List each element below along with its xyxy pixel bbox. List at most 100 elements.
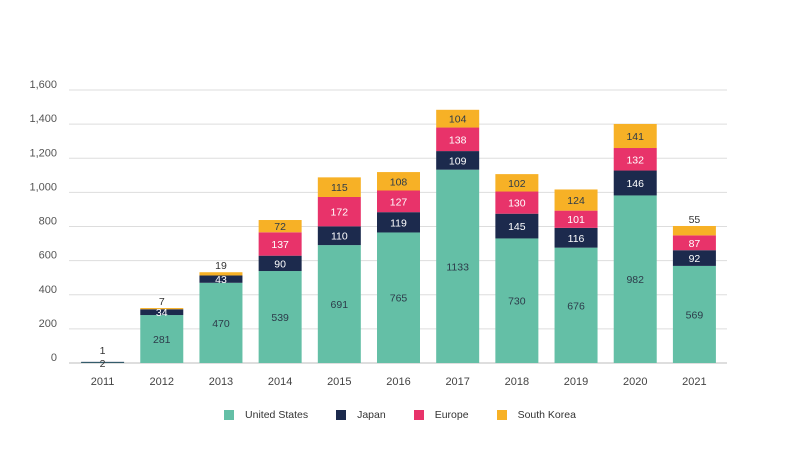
data-label: 281 [153,334,171,346]
bar-segment-south-korea [377,172,420,191]
data-label: 55 [689,214,701,226]
y-tick-label: 0 [51,352,57,364]
bar-segment-united-states [377,232,420,363]
data-label: 676 [567,300,585,312]
bar-segment-united-states [495,238,539,363]
bar-segment-europe [317,196,361,227]
data-label: 72 [274,221,286,233]
data-label: 19 [215,260,227,272]
data-label: 104 [449,114,467,126]
bar-segment-united-states [317,245,361,363]
bar-segment-japan [613,170,657,196]
x-tick-label: 2015 [327,376,351,388]
legend-item-europe: Europe [413,409,469,421]
y-tick-label: 400 [39,284,57,296]
data-label: 141 [626,131,644,143]
x-tick-label: 2021 [682,376,706,388]
bar-segment-united-states [258,271,302,363]
legend-swatch [413,410,424,420]
legend-label: United States [245,409,309,421]
data-label: 470 [212,318,230,330]
bar-segment-europe [436,127,480,152]
bar-segment-japan [436,151,480,170]
data-label: 982 [626,274,644,286]
bar-segment-south-korea [554,189,598,211]
y-tick-label: 1,200 [29,147,57,159]
data-label: 101 [567,214,585,226]
y-tick-label: 800 [39,216,57,228]
bar-segment-south-korea [317,177,361,197]
legend-label: Japan [357,409,386,421]
data-label: 108 [390,176,408,188]
data-label: 146 [626,178,644,190]
y-tick-label: 200 [39,318,57,330]
bar-segment-japan [199,275,243,283]
bar-segment-south-korea [613,123,657,149]
x-tick-label: 2016 [386,376,410,388]
data-label: 569 [686,309,704,321]
data-label: 1133 [446,261,469,273]
bar-segment-europe [554,210,598,228]
legend-label: Europe [434,409,469,421]
data-label: 90 [274,258,286,270]
bar-segment-japan [672,250,716,266]
bar-segment-japan [554,227,598,248]
bar-segment-south-korea [140,308,184,310]
data-label: 43 [215,274,227,286]
bar-segment-japan [140,309,184,316]
bar-segment-south-korea [199,272,243,276]
x-tick-label: 2012 [150,376,174,388]
legend-item-japan: Japan [336,409,386,421]
x-tick-label: 2011 [91,376,115,388]
bar-group-2016: 765 119 127 108 [377,172,420,363]
data-label: 765 [390,293,408,305]
bar-segment-south-korea [436,109,480,128]
bar-segment-south-korea [258,220,302,233]
data-label: 124 [567,195,585,207]
data-label: 92 [689,253,701,265]
bar-segment-united-states [554,247,598,363]
bar-group-2017: 1133 109 138 104 [436,109,480,363]
x-tick-label: 2017 [445,376,469,388]
bar-segment-europe [672,235,716,251]
data-label: 730 [508,296,526,308]
legend-item-south-korea: South Korea [496,409,576,421]
bar-segment-japan [377,212,420,233]
data-label: 119 [390,217,407,229]
x-tick-label: 2013 [209,376,233,388]
bar-segment-united-states [199,282,243,363]
data-label: 172 [331,207,349,219]
stacked-bar-chart: 0 200 400 600 800 1,000 1,200 1,400 1,600 21 281 3… [29,79,727,388]
legend-label: South Korea [517,409,576,421]
data-label: 130 [508,198,526,210]
bar-segment-united-states [613,195,657,363]
bar-segment-europe [258,232,302,256]
x-tick-label: 2018 [505,376,529,388]
x-axis: 2011 2012 2013 2014 2015 2016 2017 2018 2019 2020… [91,376,707,388]
data-label: 691 [331,299,349,311]
bar-segment-europe [495,191,539,214]
data-label: 137 [271,239,289,251]
bar-segment-japan [317,226,361,246]
data-label: 138 [449,134,467,146]
legend-swatch [496,410,507,420]
bar-segment-united-states [140,315,184,363]
bar-segment-united-states [672,265,716,363]
legend-swatch [336,410,347,420]
bar-group-2014: 539 90 137 72 [258,220,302,363]
data-label: 109 [449,155,467,167]
bar-group-2013: 470 43 19 [199,260,243,363]
data-label: 1 [100,345,106,357]
bar-group-2018: 730 145 130 102 [495,174,539,363]
legend-item-united-states: United States [224,409,308,421]
data-label: 127 [390,196,408,208]
y-tick-label: 1,000 [29,181,57,193]
data-label: 34 [156,307,168,319]
bar-segment-europe [377,190,420,213]
bar-group-2019: 676 116 101 124 [554,189,598,363]
data-label: 145 [508,221,526,233]
bar-segment-united-states [436,169,480,363]
bar-group-2015: 691 110 172 115 [317,177,361,363]
bar-group-2021: 569 92 87 55 [672,214,716,363]
legend-swatch [224,410,235,420]
